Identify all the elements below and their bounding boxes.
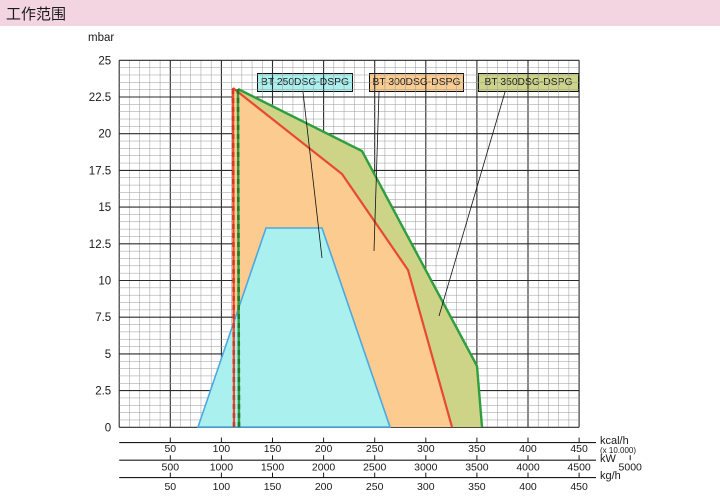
svg-text:20: 20: [98, 129, 111, 141]
svg-text:3000: 3000: [414, 462, 438, 474]
svg-text:250: 250: [366, 481, 384, 493]
svg-text:200: 200: [315, 443, 333, 455]
svg-text:2000: 2000: [312, 462, 336, 474]
svg-text:17.5: 17.5: [89, 165, 111, 177]
svg-text:350: 350: [468, 443, 486, 455]
svg-text:15: 15: [98, 202, 111, 214]
svg-text:300: 300: [417, 481, 435, 493]
svg-text:450: 450: [570, 481, 588, 493]
svg-text:4000: 4000: [516, 462, 540, 474]
svg-text:5000: 5000: [619, 462, 643, 474]
svg-text:2.5: 2.5: [95, 386, 111, 398]
svg-text:1000: 1000: [210, 462, 234, 474]
svg-text:50: 50: [164, 481, 176, 493]
svg-text:400: 400: [519, 481, 537, 493]
svg-text:450: 450: [570, 443, 588, 455]
svg-text:500: 500: [162, 462, 180, 474]
svg-text:300: 300: [417, 443, 435, 455]
svg-text:100: 100: [213, 443, 231, 455]
svg-text:1500: 1500: [261, 462, 285, 474]
svg-text:0: 0: [105, 422, 111, 434]
svg-text:2500: 2500: [363, 462, 387, 474]
svg-text:150: 150: [264, 481, 282, 493]
svg-text:50: 50: [164, 443, 176, 455]
svg-text:350: 350: [468, 481, 486, 493]
svg-text:10: 10: [98, 276, 111, 288]
svg-text:4500: 4500: [567, 462, 591, 474]
svg-text:7.5: 7.5: [95, 312, 111, 324]
svg-text:400: 400: [519, 443, 537, 455]
svg-text:3500: 3500: [465, 462, 489, 474]
svg-text:100: 100: [213, 481, 231, 493]
svg-text:250: 250: [366, 443, 384, 455]
svg-text:150: 150: [264, 443, 282, 455]
svg-text:22.5: 22.5: [89, 92, 111, 104]
svg-text:12.5: 12.5: [89, 239, 111, 251]
svg-text:25: 25: [98, 55, 111, 67]
svg-text:200: 200: [315, 481, 333, 493]
svg-text:5: 5: [105, 349, 111, 361]
